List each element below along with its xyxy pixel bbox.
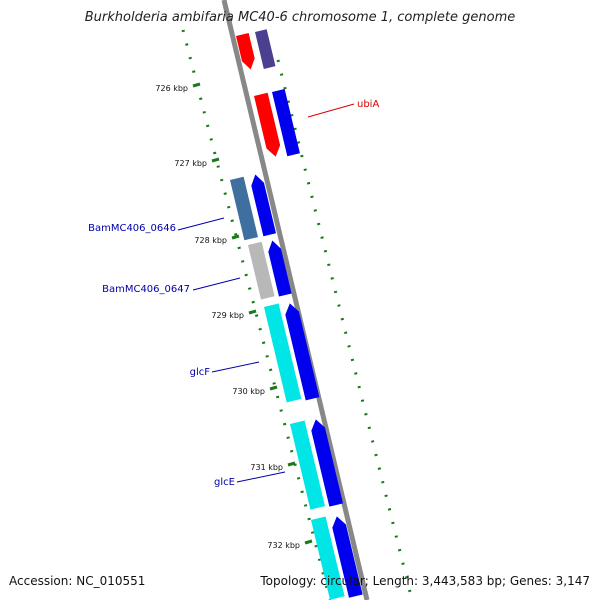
gene-blue-glcE[interactable] bbox=[311, 419, 344, 507]
gene-blue-bottom[interactable] bbox=[332, 516, 363, 598]
kbp-tick-label: 728 kbp bbox=[194, 236, 227, 245]
ubiA-leader bbox=[307, 103, 355, 118]
gene-cyan-bottom[interactable] bbox=[311, 516, 345, 600]
outer-tick-track bbox=[276, 59, 414, 600]
map-title: Burkholderia ambifaria MC40-6 chromosome… bbox=[84, 10, 516, 25]
gene-steel-0646[interactable] bbox=[230, 176, 258, 241]
glcE-leader bbox=[236, 471, 286, 483]
kbp-tick-mark bbox=[231, 234, 240, 240]
kbp-tick-mark bbox=[248, 309, 257, 315]
gene-label-bam0647[interactable]: BamMC406_0647 bbox=[102, 284, 190, 295]
kbp-tick-label: 731 kbp bbox=[250, 463, 283, 472]
gene-red-ubiA[interactable] bbox=[254, 92, 281, 157]
bam0647-leader bbox=[192, 277, 241, 291]
kbp-tick-label: 730 kbp bbox=[232, 387, 265, 396]
gene-blue-0647[interactable] bbox=[268, 240, 292, 297]
chromosome-backbone bbox=[221, 0, 370, 600]
gene-blue-ubiA[interactable] bbox=[272, 88, 300, 157]
kbp-tick-mark bbox=[192, 82, 201, 88]
kbp-tick-label: 727 kbp bbox=[174, 159, 207, 168]
kbp-tick-mark bbox=[269, 385, 278, 391]
bam0646-leader bbox=[177, 217, 225, 231]
topology-text: Topology: circular; Length: 3,443,583 bp… bbox=[260, 574, 590, 588]
gene-slate-top[interactable] bbox=[255, 29, 276, 69]
kbp-ticks: 726 kbp 727 kbp 728 kbp 729 kbp 730 kbp 731 k… bbox=[155, 82, 313, 550]
glcF-leader bbox=[211, 361, 260, 373]
kbp-tick-mark bbox=[287, 461, 296, 467]
gene-label-glcE[interactable]: glcE bbox=[214, 477, 235, 488]
gene-blue-glcF[interactable] bbox=[285, 303, 320, 401]
kbp-tick-label: 732 kbp bbox=[267, 541, 300, 550]
kbp-tick-mark bbox=[211, 157, 220, 163]
kbp-tick-label: 729 kbp bbox=[211, 311, 244, 320]
gene-cyan-glcE[interactable] bbox=[290, 420, 325, 510]
gene-cyan-glcF[interactable] bbox=[264, 303, 302, 403]
gene-label-glcF[interactable]: glcF bbox=[190, 367, 211, 378]
gene-label-bam0646[interactable]: BamMC406_0646 bbox=[88, 223, 176, 234]
accession-text: Accession: NC_010551 bbox=[9, 574, 146, 588]
kbp-tick-label: 726 kbp bbox=[155, 84, 188, 93]
kbp-tick-mark bbox=[304, 539, 313, 545]
gene-grey-0647[interactable] bbox=[248, 241, 275, 300]
gene-label-ubiA[interactable]: ubiA bbox=[357, 99, 379, 110]
gene-blue-0646[interactable] bbox=[251, 174, 277, 237]
gene-features bbox=[230, 29, 363, 600]
inner-tick-track bbox=[181, 29, 332, 600]
gene-red-top[interactable] bbox=[236, 32, 255, 70]
